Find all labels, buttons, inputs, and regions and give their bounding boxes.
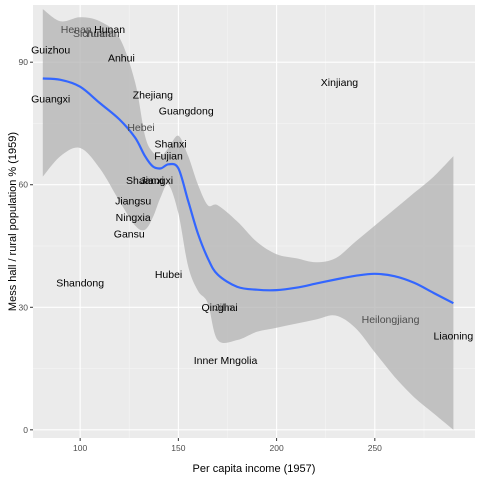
axis-ticks: 100 150 200 250 0 30 60 90	[19, 57, 383, 453]
y-tick-label: 90	[19, 57, 29, 67]
point-label: Xinjiang	[321, 77, 359, 89]
point-label: Shanxi	[154, 138, 186, 150]
point-label: Inner Mngolia	[194, 355, 258, 367]
point-label: Sichuan	[73, 28, 111, 40]
point-label: Henan	[61, 24, 92, 36]
point-label: Zhejiang	[133, 89, 173, 101]
point-label: Jilin	[215, 302, 233, 314]
point-label: Guangdong	[159, 106, 214, 118]
point-label: Guizhou	[31, 44, 70, 56]
confidence-ribbon	[42, 9, 454, 430]
y-tick-label: 60	[19, 180, 29, 190]
x-axis-title: Per capita income (1957)	[193, 463, 316, 475]
point-label: Ningxia	[116, 212, 151, 224]
y-tick-label: 0	[23, 425, 28, 435]
point-label: Jiangsu	[115, 196, 151, 208]
point-label: Jiangxi	[140, 175, 173, 187]
point-label: Shandong	[56, 277, 104, 289]
y-tick-label: 30	[19, 302, 29, 312]
point-label: Liaoning	[434, 330, 474, 342]
point-label: Hebei	[127, 122, 154, 134]
point-label: Anhui	[108, 53, 135, 65]
x-tick-label: 250	[368, 443, 382, 453]
point-label: Yunnan	[84, 28, 120, 40]
point-label: Fujian	[154, 151, 183, 163]
point-label: Hubei	[155, 269, 182, 281]
point-label: Heilongjiang	[362, 314, 420, 326]
y-axis-title: Mess hall / rural population % (1959)	[7, 132, 19, 311]
x-tick-label: 150	[171, 443, 185, 453]
x-tick-label: 200	[269, 443, 283, 453]
point-label: Hunan	[94, 24, 125, 36]
point-label: Shaanxi	[126, 175, 164, 187]
x-tick-label: 100	[73, 443, 87, 453]
point-label: Guangxi	[31, 93, 70, 105]
smooth-line	[42, 77, 454, 305]
point-label: Gansu	[114, 228, 145, 240]
point-label: Qinghai	[202, 302, 238, 314]
